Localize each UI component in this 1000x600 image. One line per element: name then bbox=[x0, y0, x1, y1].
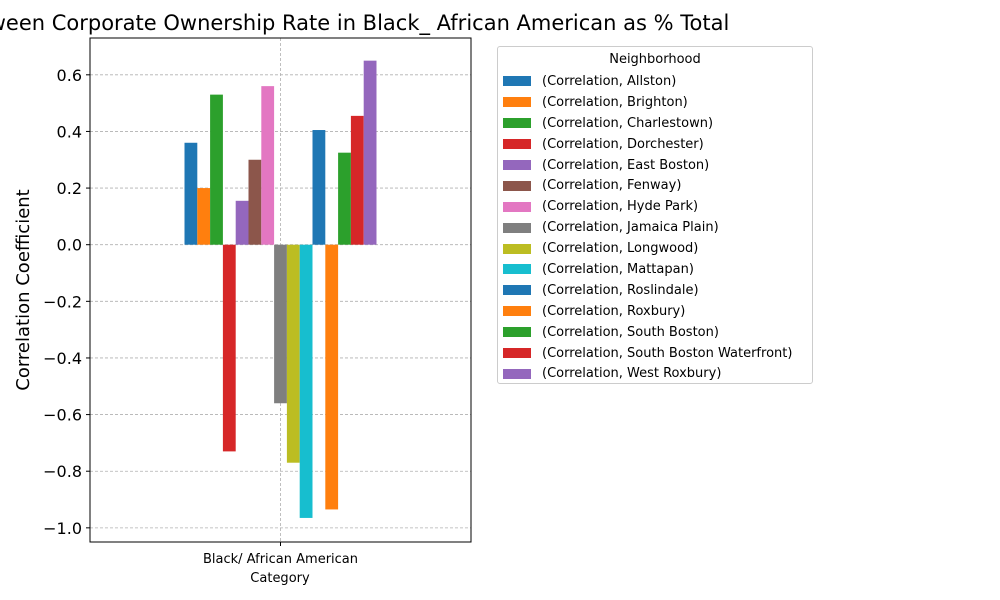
legend-swatch bbox=[503, 285, 531, 296]
bar-correlation-allston bbox=[184, 142, 198, 245]
bar-correlation-longwood bbox=[286, 244, 300, 463]
legend-item: (Correlation, Jamaica Plain) bbox=[498, 217, 812, 238]
bar-correlation-charlestown bbox=[210, 94, 223, 245]
legend-item: (Correlation, Brighton) bbox=[498, 92, 812, 113]
bars bbox=[184, 60, 377, 518]
bar-correlation-hyde-park bbox=[261, 86, 275, 245]
legend-item: (Correlation, East Boston) bbox=[498, 155, 812, 176]
legend-swatch bbox=[503, 327, 531, 338]
legend-swatch bbox=[503, 348, 531, 359]
bar-correlation-mattapan bbox=[299, 244, 313, 518]
legend-swatch bbox=[503, 97, 531, 108]
legend-swatch bbox=[503, 201, 531, 212]
bar-correlation-jamaica-plain bbox=[274, 244, 287, 404]
legend-label: (Correlation, Fenway) bbox=[542, 178, 682, 194]
legend-item: (Correlation, Charlestown) bbox=[498, 113, 812, 134]
legend-label: (Correlation, East Boston) bbox=[542, 157, 710, 173]
legend-swatch bbox=[503, 243, 531, 254]
x-tick-label: Black/ African American bbox=[203, 552, 358, 567]
y-tick-label: −1.0 bbox=[43, 519, 82, 538]
legend-label: (Correlation, Jamaica Plain) bbox=[542, 220, 719, 236]
y-tick-label: 0.4 bbox=[57, 122, 82, 141]
chart-title: Correlation Between Corporate Ownership … bbox=[0, 11, 729, 36]
y-tick-label: 0.6 bbox=[57, 66, 82, 85]
legend-item: (Correlation, South Boston Waterfront) bbox=[498, 343, 812, 364]
y-tick-label: −0.4 bbox=[43, 349, 82, 368]
x-axis-label: Category bbox=[250, 571, 310, 586]
legend-label: (Correlation, South Boston Waterfront) bbox=[542, 345, 793, 361]
legend-label: (Correlation, Charlestown) bbox=[542, 115, 714, 131]
legend-swatch bbox=[503, 118, 531, 129]
legend-item: (Correlation, Roslindale) bbox=[498, 280, 812, 301]
bar-correlation-fenway bbox=[248, 159, 262, 245]
y-tick-label: −0.8 bbox=[43, 462, 82, 481]
bar-correlation-roslindale bbox=[312, 130, 326, 245]
legend-item: (Correlation, Dorchester) bbox=[498, 134, 812, 155]
legend-label: (Correlation, Allston) bbox=[542, 73, 677, 89]
legend-item: (Correlation, Mattapan) bbox=[498, 259, 812, 280]
legend-swatch bbox=[503, 306, 531, 317]
legend-label: (Correlation, Dorchester) bbox=[542, 136, 704, 152]
y-axis-label: Correlation Coefficient bbox=[13, 189, 34, 390]
legend-label: (Correlation, West Roxbury) bbox=[542, 366, 722, 382]
y-tick-label: 0.0 bbox=[57, 236, 82, 255]
legend-item: (Correlation, West Roxbury) bbox=[498, 363, 812, 384]
legend-label: (Correlation, Hyde Park) bbox=[542, 199, 699, 215]
bar-correlation-south-boston-waterfront bbox=[350, 115, 364, 245]
legend-item: (Correlation, Longwood) bbox=[498, 238, 812, 259]
bar-correlation-south-boston bbox=[338, 152, 351, 245]
legend-swatch bbox=[503, 264, 531, 275]
legend-label: (Correlation, Brighton) bbox=[542, 94, 688, 110]
y-tick-label: −0.6 bbox=[43, 406, 82, 425]
y-tick-label: −0.2 bbox=[43, 292, 82, 311]
bar-correlation-dorchester bbox=[222, 244, 236, 452]
bar-correlation-east-boston bbox=[235, 200, 249, 245]
legend-swatch bbox=[503, 139, 531, 150]
legend-label: (Correlation, Longwood) bbox=[542, 241, 699, 257]
legend: Neighborhood (Correlation, Allston) (Corr… bbox=[497, 46, 813, 384]
bar-correlation-brighton bbox=[197, 188, 211, 245]
y-tick-label: 0.2 bbox=[57, 179, 82, 198]
bar-correlation-roxbury bbox=[325, 244, 339, 510]
legend-label: (Correlation, Roxbury) bbox=[542, 303, 686, 319]
bar-correlation-west-roxbury bbox=[363, 60, 377, 245]
legend-item: (Correlation, Allston) bbox=[498, 71, 812, 92]
legend-swatch bbox=[503, 180, 531, 191]
axes: −1.0 −0.8 −0.6 −0.4 −0.2 0.0 0.2 0.4 0.6 Black/ A… bbox=[43, 37, 472, 567]
legend-label: (Correlation, South Boston) bbox=[542, 324, 719, 340]
legend-label: (Correlation, Roslindale) bbox=[542, 282, 699, 298]
legend-label: (Correlation, Mattapan) bbox=[542, 261, 694, 277]
legend-swatch bbox=[503, 222, 531, 233]
legend-item: (Correlation, Roxbury) bbox=[498, 301, 812, 322]
legend-item: (Correlation, Fenway) bbox=[498, 175, 812, 196]
legend-item: (Correlation, South Boston) bbox=[498, 322, 812, 343]
legend-items: (Correlation, Allston) (Correlation, Brig… bbox=[498, 71, 812, 384]
legend-swatch bbox=[503, 76, 531, 87]
legend-swatch bbox=[503, 160, 531, 170]
legend-swatch bbox=[503, 368, 531, 379]
legend-item: (Correlation, Hyde Park) bbox=[498, 196, 812, 217]
legend-title: Neighborhood bbox=[609, 52, 701, 67]
